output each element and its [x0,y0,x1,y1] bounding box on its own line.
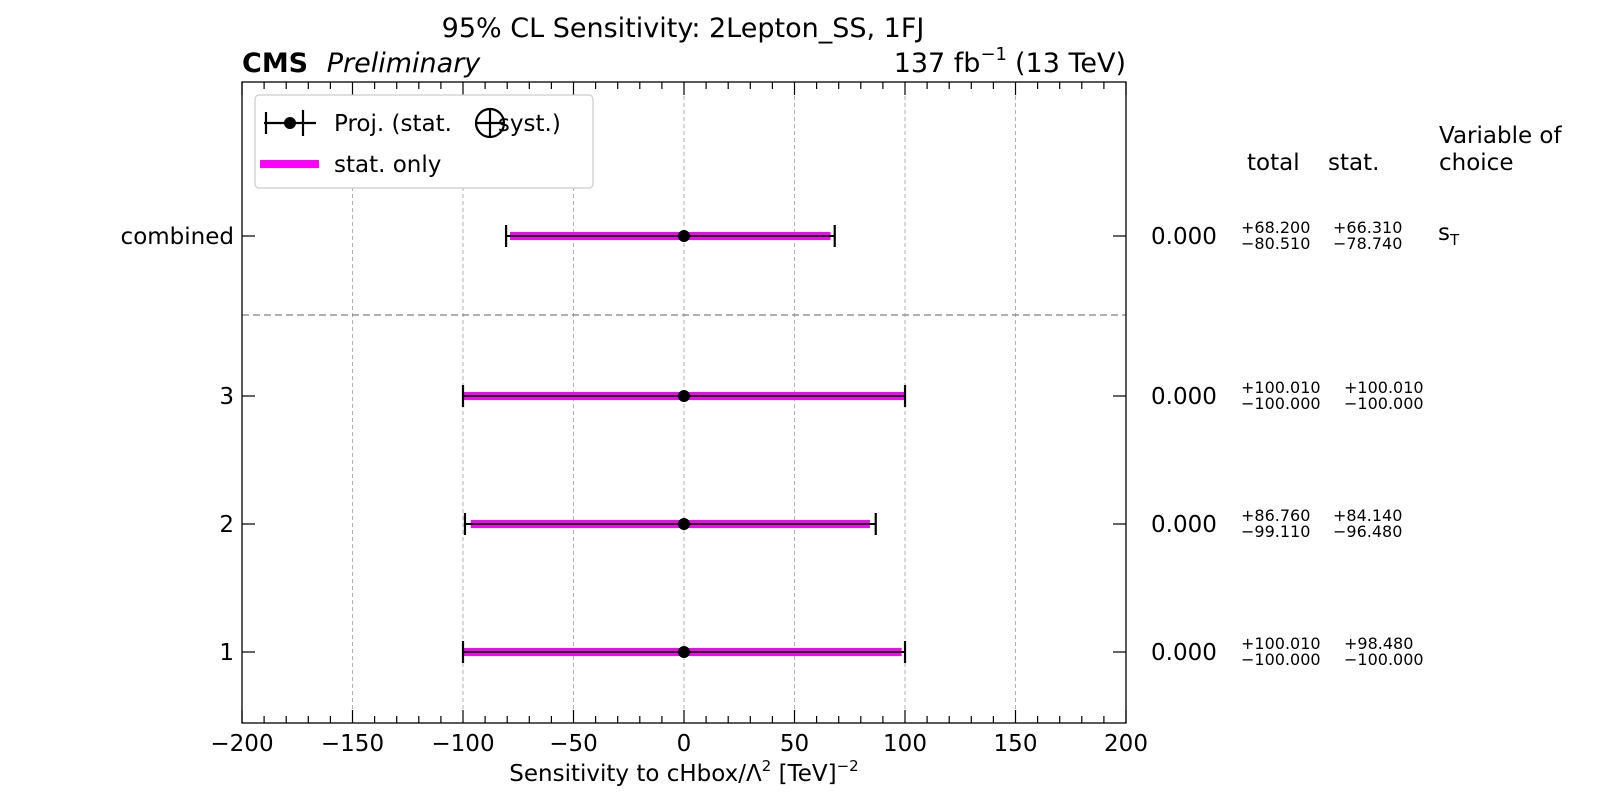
stat-down-text: −100.000 [1344,650,1424,669]
total-down-text: −99.110 [1241,522,1310,541]
plot-frame [241,81,1127,724]
central-value-text: 0.000 [1151,384,1217,410]
central-value-point [678,390,690,402]
luminosity-label: 137 fb−1 (13 TeV) [894,44,1126,79]
x-tick-label: 150 [994,731,1038,757]
table-header-total: total [1247,150,1300,176]
total-down-text: −100.000 [1241,394,1321,413]
error-bars [461,225,907,663]
stat-up-text: +98.480 [1344,634,1413,653]
central-value-text: 0.000 [1151,224,1217,250]
table-header-stat: stat. [1328,150,1379,176]
stat-up-text: +66.310 [1333,218,1402,237]
y-tick-label: 1 [219,640,234,666]
x-tick-label: −200 [210,731,273,757]
stat-down-text: −100.000 [1344,394,1424,413]
central-value-text: 0.000 [1151,512,1217,538]
x-tick-label: −100 [431,731,494,757]
combined-variable: sT [1438,220,1460,249]
legend-stat-label: stat. only [334,152,441,178]
x-tick-label: 50 [780,731,809,757]
legend: Proj. (stat. syst.) stat. only [254,94,594,189]
legend-proj-label: Proj. (stat. syst.) [334,111,561,137]
central-value-text: 0.000 [1151,640,1217,666]
preliminary-label: Preliminary [327,48,482,79]
stat-up-text: +100.010 [1344,378,1424,397]
oplus-icon [474,107,506,139]
stat-down-text: −78.740 [1333,234,1402,253]
cms-label: CMS [242,48,308,79]
stat-up-text: +84.140 [1333,506,1402,525]
y-tick-label: 3 [219,384,234,410]
central-value-point [678,518,690,530]
x-tick-label: 200 [1104,731,1148,757]
experiment-label: CMS Preliminary [242,48,481,79]
x-tick-label: −150 [321,731,384,757]
y-tick-label: 2 [219,512,234,538]
table-header-variable: Variable of [1439,123,1563,149]
legend-proj-marker [264,110,316,136]
stat-down-text: −96.480 [1333,522,1402,541]
x-tick-label: 100 [883,731,927,757]
total-up-text: +100.010 [1241,378,1321,397]
central-value-point [678,646,690,658]
chart-title: 95% CL Sensitivity: 2Lepton_SS, 1FJ [442,13,925,44]
side-table: 0.000 +68.200−80.510 +66.310−78.740 0.000 +1… [1151,218,1424,669]
total-up-text: +100.010 [1241,634,1321,653]
total-up-text: +68.200 [1241,218,1310,237]
total-up-text: +86.760 [1241,506,1310,525]
axis-ticks: −200 −150 −100 −50 0 50 100 150 200 combined 3 2 1 [121,82,1148,757]
legend-box [254,94,594,189]
x-tick-label: −50 [549,731,598,757]
table-header-choice: choice [1439,150,1513,176]
grid-lines [352,82,1016,723]
total-down-text: −100.000 [1241,650,1321,669]
central-value-point [678,230,690,242]
total-down-text: −80.510 [1241,234,1310,253]
y-tick-label: combined [121,224,234,250]
x-tick-label: 0 [677,731,692,757]
x-axis-label: Sensitivity to cHbox/Λ2 [TeV]−2 [509,757,858,787]
